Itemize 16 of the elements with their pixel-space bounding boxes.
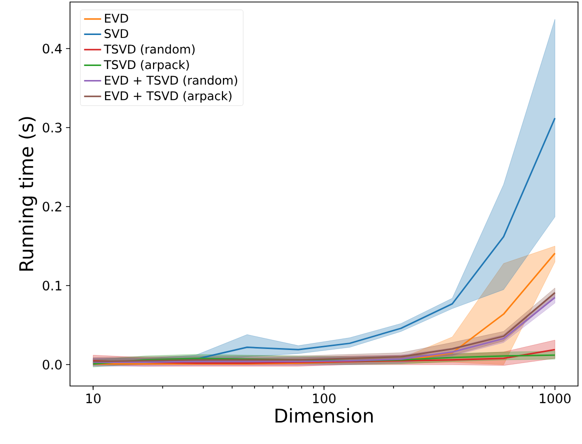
legend-label: EVD + TSVD (random) [105,76,238,86]
y-axis-title: Running time (s) [18,117,38,271]
x-axis-title: Dimension [276,408,373,423]
x-tick-label: 100 [313,394,336,404]
legend-label: TSVD (random) [104,44,195,56]
legend-label: SVD [104,29,128,38]
x-tick-label: 1000 [540,394,571,404]
y-tick-label: 0.2 [42,202,62,212]
x-tick-label: 10 [86,394,101,404]
y-tick-label: 0.0 [42,360,62,370]
y-tick-label: 0.4 [42,44,62,54]
y-tick-label: 0.3 [42,122,62,133]
legend-label: EVD [105,14,128,23]
legend-label: TSVD (arpack) [104,60,189,72]
legend-label: EVD + TSVD (arpack) [105,91,232,103]
y-tick-label: 0.1 [42,280,62,291]
